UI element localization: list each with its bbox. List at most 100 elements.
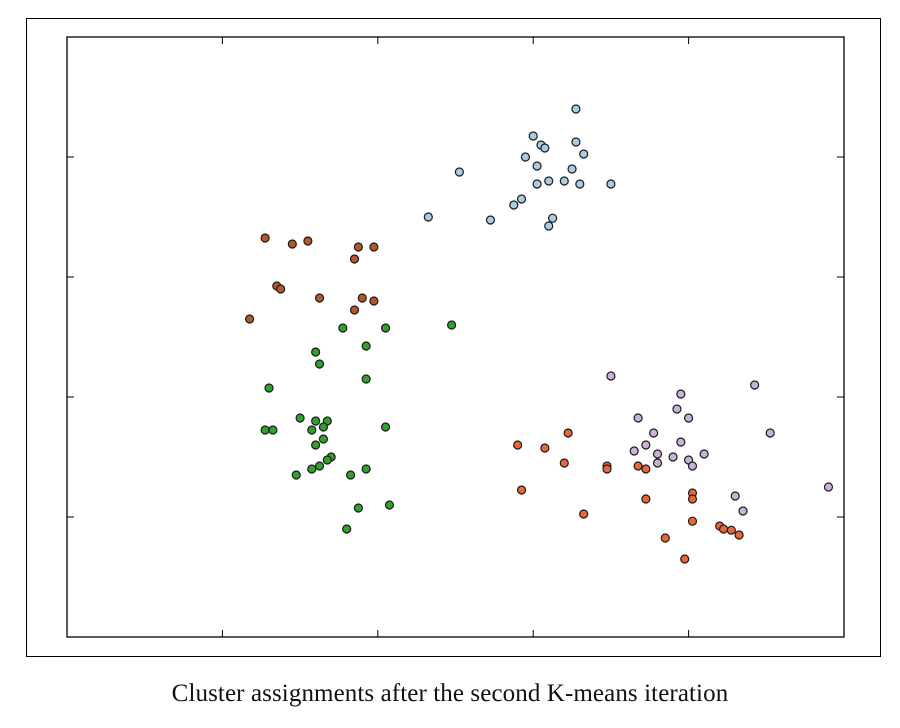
cluster-2-point-15 [380,422,391,432]
cluster-4-point-16 [726,525,736,535]
cluster-1-point-9 [357,293,367,303]
cluster-3-point-5 [633,413,643,423]
cluster-1-point-1 [287,239,297,249]
cluster-4-point-6 [633,461,643,471]
cluster-0-point-5 [571,137,581,147]
cluster-3-point-1 [750,380,760,390]
cluster-1-point-7 [276,284,286,294]
cluster-4-point-19 [680,554,690,564]
cluster-2-point-26 [353,503,363,513]
cluster-0-point-18 [485,215,496,225]
cluster-3-point-3 [672,404,682,414]
scatter-chart [66,36,845,638]
cluster-4-point-10 [641,494,651,504]
cluster-2-point-6 [361,374,371,384]
cluster-2-point-13 [268,425,278,435]
cluster-2-point-9 [311,416,321,426]
figure-frame [26,18,881,657]
cluster-0-point-11 [532,179,542,189]
cluster-4-point-1 [513,440,523,450]
cluster-4-point-5 [602,464,612,474]
cluster-4-point-15 [718,524,729,534]
cluster-3-point-13 [699,449,709,459]
cluster-2-point-14 [307,425,317,435]
cluster-0-point-6 [579,149,589,159]
cluster-3-point-15 [652,458,663,468]
data-points [244,104,834,564]
cluster-0-point-10 [559,176,569,186]
cluster-2-point-4 [311,347,321,357]
cluster-2-point-17 [311,440,321,450]
cluster-1-point-5 [349,254,360,264]
cluster-0-point-7 [454,167,464,177]
cluster-0-point-4 [520,152,531,162]
cluster-1-point-8 [314,293,325,303]
cluster-1-point-4 [369,242,379,252]
cluster-2-point-24 [346,470,356,480]
cluster-0-point-8 [532,161,542,171]
cluster-3-point-11 [652,449,663,459]
cluster-2-point-11 [318,422,329,432]
cluster-1-point-12 [244,314,255,324]
cluster-0-point-16 [509,200,519,210]
cluster-0-point-9 [567,164,577,174]
cluster-2-point-22 [361,464,371,474]
cluster-3-point-18 [730,491,740,501]
cluster-2-point-19 [322,455,332,465]
cluster-2-point-3 [361,341,371,351]
cluster-2-point-8 [295,413,305,423]
cluster-2-point-25 [384,500,395,510]
cluster-2-point-20 [314,461,325,471]
cluster-4-point-17 [734,530,744,540]
cluster-4-point-3 [559,458,569,468]
cluster-2-point-23 [291,470,301,480]
cluster-3-point-19 [738,506,748,516]
plot-area [66,36,845,638]
cluster-0-point-3 [540,143,550,153]
cluster-3-point-0 [606,371,616,381]
cluster-0-point-19 [548,213,558,223]
cluster-2-point-1 [338,323,348,333]
cluster-3-point-6 [649,428,659,438]
cluster-3-point-16 [687,461,698,471]
cluster-1-point-11 [349,305,360,315]
cluster-3-point-9 [676,437,686,447]
cluster-1-point-10 [369,296,379,306]
cluster-3-point-17 [823,482,834,492]
cluster-4-point-7 [641,464,651,474]
axis-ticks [67,37,844,637]
cluster-0-point-12 [544,176,554,186]
cluster-0-point-1 [528,131,538,141]
cluster-2-point-2 [380,323,391,333]
cluster-4-point-8 [516,485,527,495]
cluster-0-point-0 [571,104,581,114]
cluster-0-point-20 [544,221,554,231]
cluster-1-point-2 [303,236,313,246]
cluster-0-point-13 [575,179,585,189]
cluster-2-point-16 [318,434,329,444]
cluster-2-point-7 [264,383,274,393]
cluster-4-point-13 [687,516,698,526]
cluster-2-point-12 [260,425,270,435]
cluster-2-point-0 [447,320,457,330]
cluster-3-point-8 [641,440,651,450]
figure-caption: Cluster assignments after the second K-m… [171,680,729,707]
cluster-3-point-2 [676,389,686,399]
cluster-2-point-21 [307,464,317,474]
cluster-0-point-15 [516,194,527,204]
cluster-1-point-0 [260,233,270,243]
cluster-4-point-18 [660,533,670,543]
cluster-4-point-2 [540,443,550,453]
cluster-2-point-5 [314,359,325,369]
cluster-1-point-3 [353,242,363,252]
cluster-0-point-17 [423,212,433,222]
cluster-3-point-12 [668,452,678,462]
cluster-0-point-14 [606,179,616,189]
cluster-4-point-12 [579,509,589,519]
cluster-3-point-10 [629,446,639,456]
cluster-3-point-7 [765,428,775,438]
cluster-3-point-4 [683,413,694,423]
cluster-4-point-11 [687,494,698,504]
cluster-2-point-27 [342,524,352,534]
cluster-4-point-0 [563,428,573,438]
